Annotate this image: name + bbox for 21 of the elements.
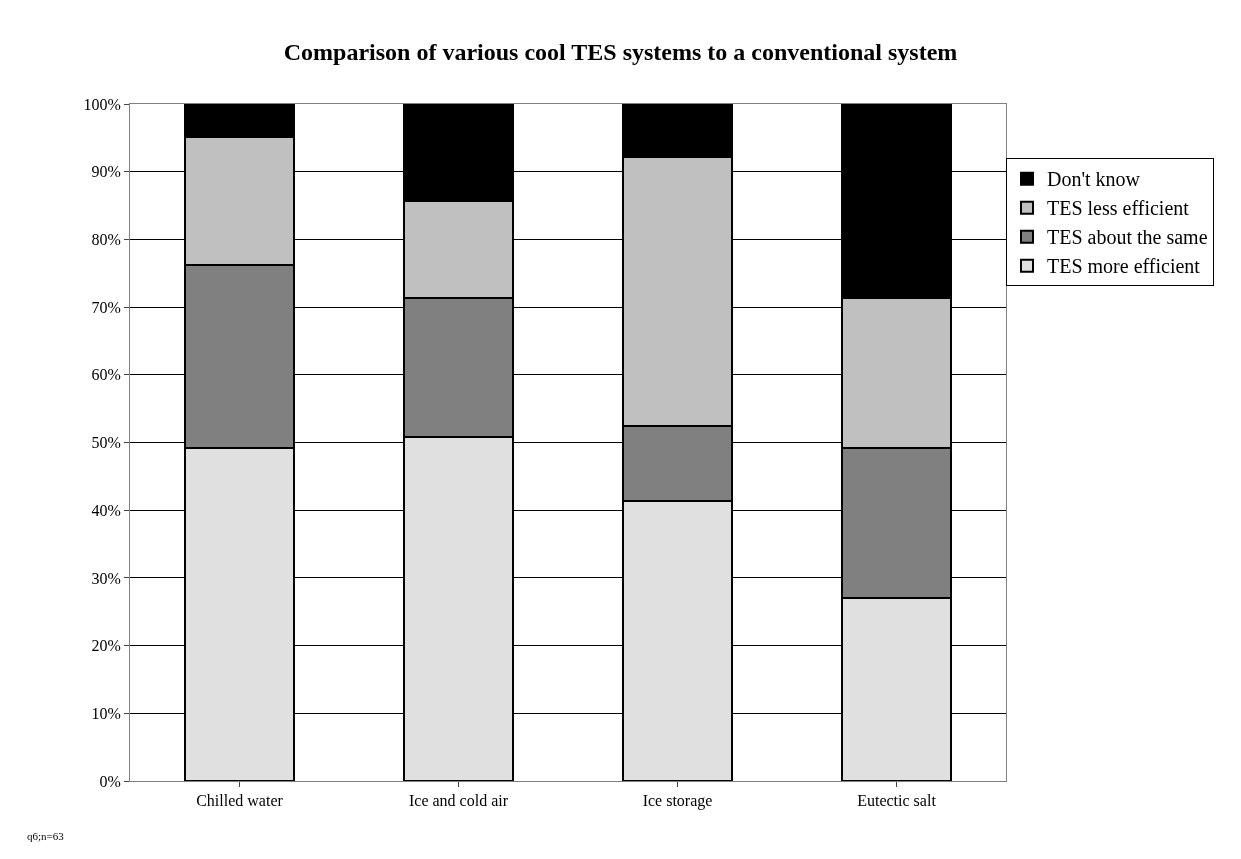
- y-tick-label: 0%: [99, 772, 121, 790]
- y-tick-label: 30%: [91, 569, 121, 587]
- legend-label: Don't know: [1047, 168, 1141, 191]
- x-tick-label: Eutectic salt: [857, 792, 937, 810]
- text: q6;n=63: [27, 830, 65, 842]
- y-tick-label: 20%: [91, 637, 121, 655]
- y-tick-label: 80%: [91, 231, 121, 248]
- x-tick-label: Ice and cold air: [408, 792, 509, 810]
- legend-label: TES about the same: [1047, 226, 1208, 249]
- legend-label: TES more efficient: [1047, 255, 1201, 278]
- x-tick-label: Chilled water: [196, 792, 284, 810]
- y-tick-label: 70%: [91, 298, 121, 316]
- legend-label: TES less efficient: [1047, 197, 1190, 220]
- y-tick-label: 40%: [91, 501, 121, 519]
- y-tick-label: 100%: [83, 95, 121, 113]
- chart-title: Comparison of various cool TES systems to a conventional system: [283, 38, 958, 65]
- y-tick-label: 10%: [91, 704, 121, 722]
- y-tick-label: 50%: [91, 434, 121, 452]
- y-tick-label: 90%: [91, 163, 121, 181]
- x-tick-label: Ice storage: [642, 792, 713, 811]
- y-tick-label: 60%: [91, 366, 121, 384]
